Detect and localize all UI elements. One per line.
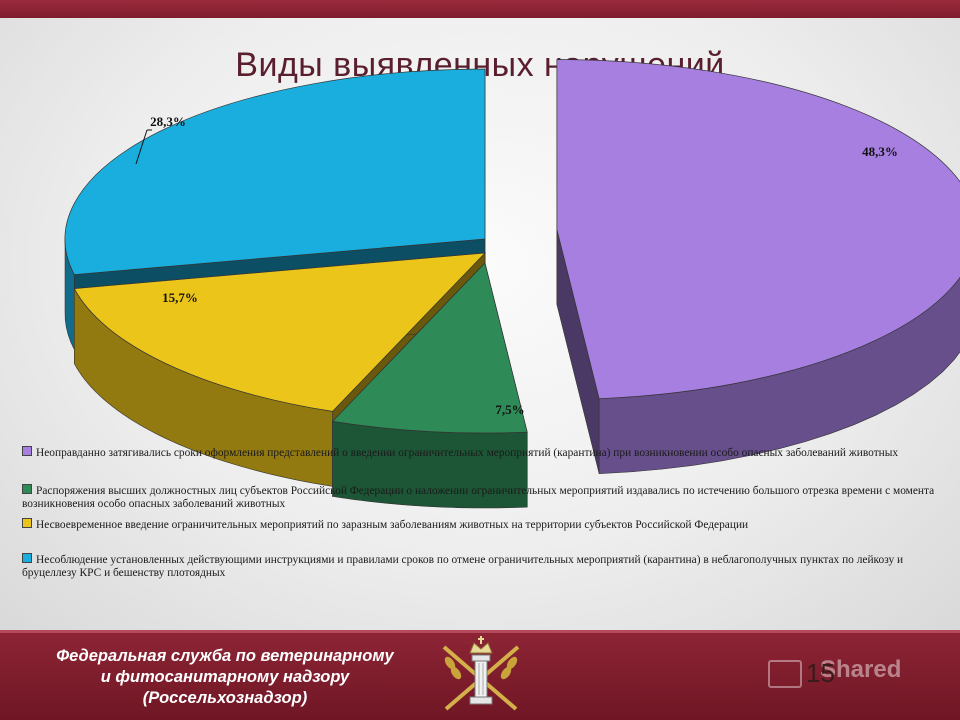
legend-swatch <box>22 446 32 456</box>
slice-top-face <box>556 59 960 400</box>
watermark-text: Shared <box>820 656 902 683</box>
organization-line-1: Федеральная служба по ветеринарному <box>56 647 394 665</box>
organization-name: Федеральная служба по ветеринарному и фи… <box>20 646 430 709</box>
data-label: 28,3% <box>150 114 186 129</box>
pie-slice-1 <box>556 59 960 474</box>
legend-item: Несоблюдение установленных действующими … <box>22 553 947 580</box>
organization-line-3: (Россельхознадзор) <box>142 689 308 707</box>
legend-item: Неоправданно затягивались сроки оформлен… <box>22 446 947 460</box>
data-label: 48,3% <box>862 144 898 159</box>
emblem-icon <box>442 636 520 711</box>
legend-text: Неоправданно затягивались сроки оформлен… <box>36 447 899 459</box>
legend-item: Распоряжения высших должностных лиц субъ… <box>22 484 947 511</box>
legend-swatch <box>22 518 32 528</box>
page-number: 15 <box>806 658 835 688</box>
legend-swatch <box>22 484 32 494</box>
presentation-icon <box>768 660 802 688</box>
slice-top-face <box>331 262 528 434</box>
legend-text: Несоблюдение установленных действующими … <box>22 554 904 579</box>
data-label: 15,7% <box>162 290 198 305</box>
legend-item: Несвоевременное введение ограничительных… <box>22 518 947 532</box>
footer-divider <box>0 630 960 633</box>
label-leader-line <box>135 129 148 165</box>
legend-text: Распоряжения высших должностных лиц субъ… <box>22 485 935 510</box>
legend-text: Несвоевременное введение ограничительных… <box>36 519 749 531</box>
data-label: 7,5% <box>495 402 524 417</box>
organization-line-2: и фитосанитарному надзору <box>100 668 350 686</box>
top-bar <box>0 0 960 18</box>
legend-swatch <box>22 553 32 563</box>
pie-slice-2 <box>331 262 528 509</box>
slice-top-face <box>73 252 486 412</box>
slice-top-face <box>64 68 486 275</box>
